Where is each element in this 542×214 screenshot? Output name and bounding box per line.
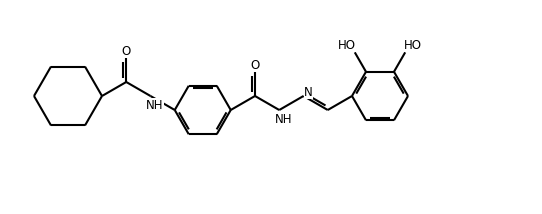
Text: HO: HO <box>338 39 356 52</box>
Text: O: O <box>121 45 131 58</box>
Text: NH: NH <box>274 113 292 125</box>
Text: NH: NH <box>146 98 163 111</box>
Text: O: O <box>250 59 260 72</box>
Text: HO: HO <box>404 39 422 52</box>
Text: N: N <box>304 86 313 98</box>
